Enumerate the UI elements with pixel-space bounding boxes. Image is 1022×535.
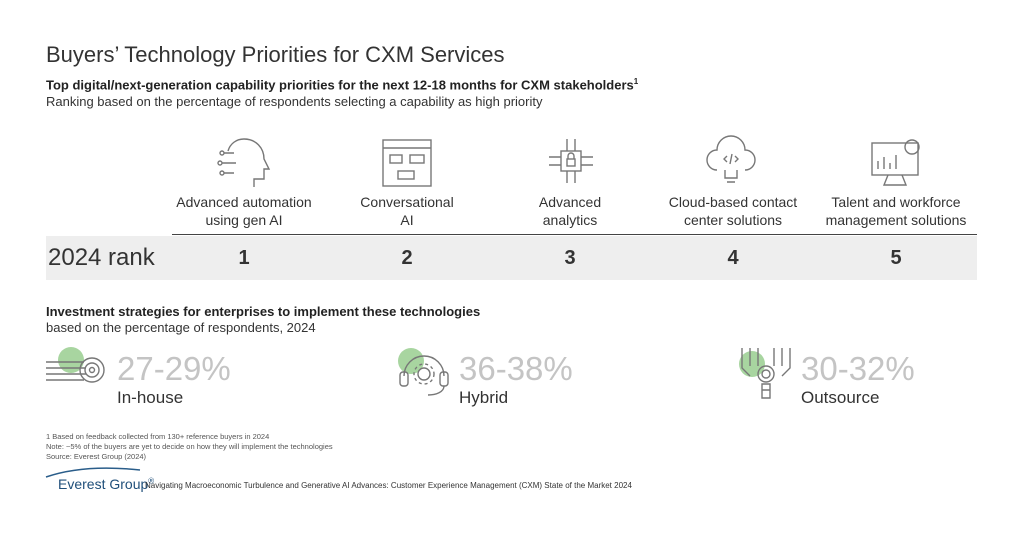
capability-label: Talent and workforce management solutions (811, 193, 981, 229)
subtitle-text: Top digital/next-generation capability p… (46, 77, 634, 93)
footnote: Note: ~5% of the buyers are yet to decid… (46, 442, 333, 451)
icon-talent (871, 139, 920, 186)
rank: 3 (564, 247, 576, 269)
footnote: Source: Everest Group (2024) (46, 452, 147, 461)
strategy-label: In-house (117, 388, 184, 407)
icon-analytics (549, 139, 593, 183)
title: Buyers’ Technology Priorities for CXM Se… (46, 42, 505, 67)
line: management solutions (825, 212, 967, 228)
logo-text: Everest Group (58, 476, 149, 492)
icon-ai-head (217, 138, 271, 187)
logo: Everest Group® (58, 476, 154, 492)
rank: 5 (890, 247, 902, 269)
strategy-range: 30-32% (801, 350, 915, 387)
icon-cloud (706, 135, 756, 183)
icon-hybrid (398, 348, 449, 396)
logo-mark: ® (148, 476, 155, 486)
icon-chat (382, 139, 432, 187)
divider (172, 234, 977, 235)
logo-swoosh (45, 467, 141, 478)
rank-band (46, 236, 977, 280)
strategy-range: 36-38% (459, 350, 573, 387)
capability-label: Cloud-based contact center solutions (648, 193, 818, 229)
capability-label: Advanced analytics (485, 193, 655, 229)
line: center solutions (683, 212, 783, 228)
strategy-label: Hybrid (459, 388, 509, 407)
capability-label: Conversational AI (322, 193, 492, 229)
section-title: Investment strategies for enterprises to… (46, 304, 481, 319)
line: using gen AI (205, 212, 283, 228)
line: Advanced automation (176, 194, 312, 210)
line: analytics (542, 212, 598, 228)
subtitle-note: 1 (633, 77, 639, 86)
line: Conversational (360, 194, 454, 210)
subtitle: Top digital/next-generation capability p… (46, 77, 638, 92)
rank: 4 (727, 247, 739, 269)
description: Ranking based on the percentage of respo… (46, 94, 543, 109)
footnote: 1 Based on feedback collected from 130+ … (46, 432, 270, 441)
rank: 1 (238, 247, 250, 269)
line: Advanced (538, 194, 602, 210)
section-description: based on the percentage of respondents, … (46, 320, 316, 335)
tagline: Navigating Macroeconomic Turbulence and … (145, 481, 632, 490)
strategy-label: Outsource (801, 388, 880, 407)
strategy-range: 27-29% (117, 350, 231, 387)
line: Talent and workforce (831, 194, 961, 210)
icon-outsource (739, 348, 791, 399)
line: AI (400, 212, 414, 228)
rank: 2 (401, 247, 413, 269)
rank-label: 2024 rank (48, 244, 155, 271)
icon-inhouse (46, 347, 105, 383)
capability-label: Advanced automation using gen AI (159, 193, 329, 229)
line: Cloud-based contact (668, 194, 798, 210)
